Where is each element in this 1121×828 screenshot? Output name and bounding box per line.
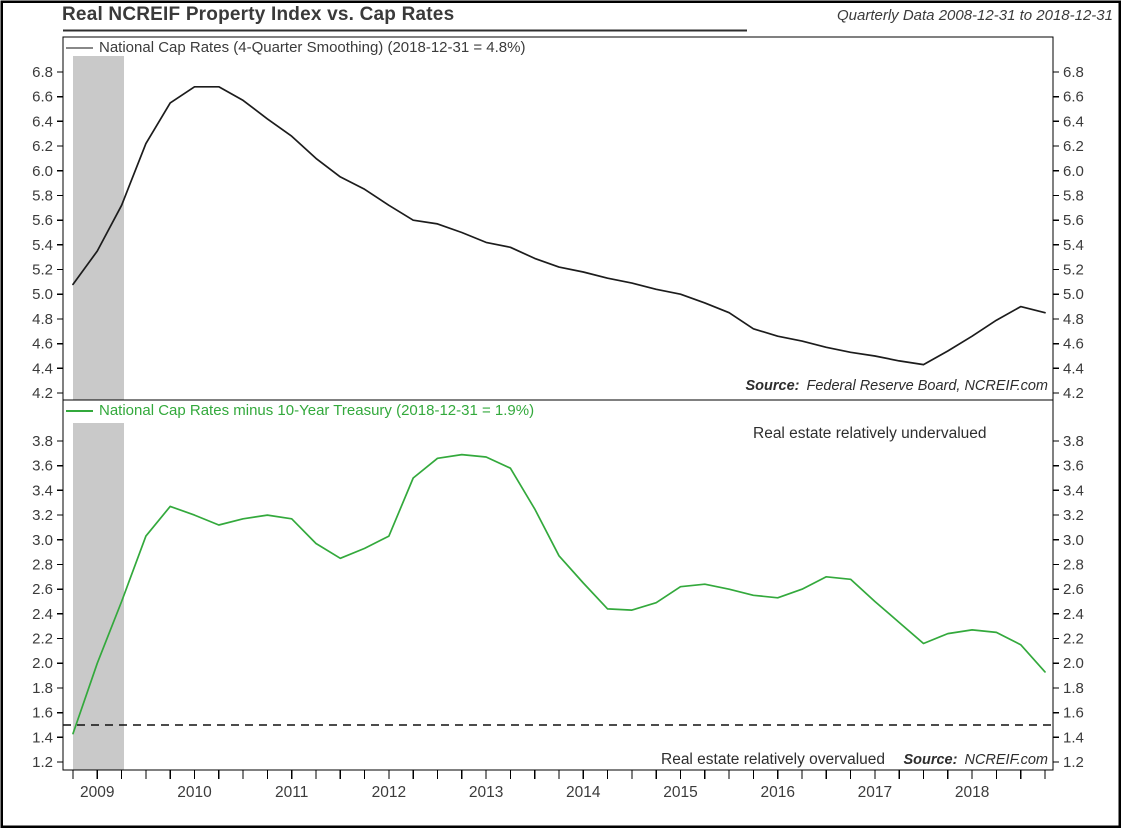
y-tick-label: 1.6 xyxy=(32,705,53,722)
y-tick-label: 4.2 xyxy=(32,385,53,402)
spread-line xyxy=(72,453,1046,735)
y-tick-label: 3.0 xyxy=(32,532,53,549)
y-tick-label: 5.2 xyxy=(1063,262,1084,279)
recession-band xyxy=(73,423,124,770)
annotation-overvalued: Real estate relatively overvalued xyxy=(661,751,886,768)
y-tick-label: 6.8 xyxy=(32,64,53,81)
y-tick-label: 4.8 xyxy=(1063,311,1084,328)
y-tick-label: 3.2 xyxy=(32,507,53,524)
x-tick-label: 2015 xyxy=(663,784,697,801)
y-tick-label: 4.6 xyxy=(1063,336,1084,353)
y-tick-label: 4.2 xyxy=(1063,385,1084,402)
y-tick-label: 2.0 xyxy=(1063,655,1084,672)
legend-top: National Cap Rates (4-Quarter Smoothing)… xyxy=(66,39,525,56)
y-tick-label: 4.8 xyxy=(32,311,53,328)
y-tick-label: 5.6 xyxy=(1063,212,1084,229)
y-tick-label: 2.0 xyxy=(32,655,53,672)
y-tick-label: 3.0 xyxy=(1063,532,1084,549)
x-tick-label: 2018 xyxy=(955,784,989,801)
y-tick-label: 1.2 xyxy=(32,754,53,771)
y-tick-label: 6.2 xyxy=(1063,138,1084,155)
x-tick-label: 2012 xyxy=(372,784,406,801)
y-tick-label: 2.2 xyxy=(32,631,53,648)
y-tick-label: 1.4 xyxy=(1063,729,1084,746)
bottom-panel-border xyxy=(62,399,1054,771)
y-tick-label: 1.6 xyxy=(1063,705,1084,722)
x-tick-label: 2016 xyxy=(760,784,794,801)
source-bottom-label: Source: xyxy=(903,752,958,768)
y-tick-label: 2.6 xyxy=(32,581,53,598)
source-bottom: Source: NCREIF.com xyxy=(903,752,1048,768)
y-tick-label: 5.4 xyxy=(32,237,53,254)
y-tick-label: 5.0 xyxy=(32,286,53,303)
y-tick-label: 5.0 xyxy=(1063,286,1084,303)
y-tick-label: 6.0 xyxy=(32,163,53,180)
y-tick-label: 6.8 xyxy=(1063,64,1084,81)
y-tick-label: 3.2 xyxy=(1063,507,1084,524)
source-top: Source: Federal Reserve Board, NCREIF.com xyxy=(746,378,1049,394)
x-tick-label: 2013 xyxy=(469,784,503,801)
legend-top-label: National Cap Rates (4-Quarter Smoothing)… xyxy=(99,39,526,56)
y-tick-label: 3.8 xyxy=(1063,433,1084,450)
y-tick-label: 2.8 xyxy=(1063,556,1084,573)
y-tick-label: 2.2 xyxy=(1063,631,1084,648)
source-top-text: Federal Reserve Board, NCREIF.com xyxy=(806,378,1049,394)
y-tick-label: 1.8 xyxy=(32,680,53,697)
y-tick-label: 1.2 xyxy=(1063,754,1084,771)
y-tick-label: 6.4 xyxy=(32,113,53,130)
y-tick-label: 2.4 xyxy=(1063,606,1084,623)
spread-line-swatch-icon xyxy=(66,409,93,412)
legend-bottom-label: National Cap Rates minus 10-Year Treasur… xyxy=(99,402,535,419)
y-tick-label: 5.8 xyxy=(1063,187,1084,204)
date-range-label: Quarterly Data 2008-12-31 to 2018-12-31 xyxy=(836,7,1113,24)
y-tick-label: 6.0 xyxy=(1063,163,1084,180)
y-tick-label: 6.2 xyxy=(32,138,53,155)
y-tick-label: 3.6 xyxy=(32,458,53,475)
recession-band xyxy=(73,56,124,400)
y-tick-label: 5.4 xyxy=(1063,237,1084,254)
y-tick-label: 1.8 xyxy=(1063,680,1084,697)
y-tick-label: 3.8 xyxy=(32,433,53,450)
page-title: Real NCREIF Property Index vs. Cap Rates xyxy=(62,4,455,25)
y-tick-label: 1.4 xyxy=(32,729,53,746)
x-tick-label: 2017 xyxy=(858,784,892,801)
y-tick-label: 5.8 xyxy=(32,187,53,204)
y-tick-label: 3.4 xyxy=(1063,482,1084,499)
y-tick-label: 4.6 xyxy=(32,336,53,353)
top-panel-border xyxy=(62,36,1054,401)
y-tick-label: 6.4 xyxy=(1063,113,1084,130)
y-tick-label: 4.4 xyxy=(1063,360,1084,377)
y-tick-label: 5.6 xyxy=(32,212,53,229)
y-tick-label: 5.2 xyxy=(32,262,53,279)
cap-rate-line xyxy=(72,85,1046,366)
source-top-label: Source: xyxy=(745,378,800,394)
x-tick-label: 2009 xyxy=(80,784,114,801)
annotation-undervalued: Real estate relatively undervalued xyxy=(753,425,987,442)
cap-rate-line-swatch-icon xyxy=(66,46,93,49)
x-tick-label: 2011 xyxy=(275,784,308,801)
x-tick-label: 2010 xyxy=(177,784,212,801)
y-tick-label: 6.6 xyxy=(1063,89,1084,106)
y-tick-label: 4.4 xyxy=(32,360,53,377)
y-tick-label: 3.4 xyxy=(32,482,53,499)
y-tick-label: 2.4 xyxy=(32,606,53,623)
source-bottom-text: NCREIF.com xyxy=(964,752,1048,768)
x-tick-label: 2014 xyxy=(566,784,601,801)
y-tick-label: 2.6 xyxy=(1063,581,1084,598)
y-tick-label: 6.6 xyxy=(32,89,53,106)
legend-bottom: National Cap Rates minus 10-Year Treasur… xyxy=(66,402,534,419)
y-tick-label: 2.8 xyxy=(32,556,53,573)
y-tick-label: 3.6 xyxy=(1063,458,1084,475)
